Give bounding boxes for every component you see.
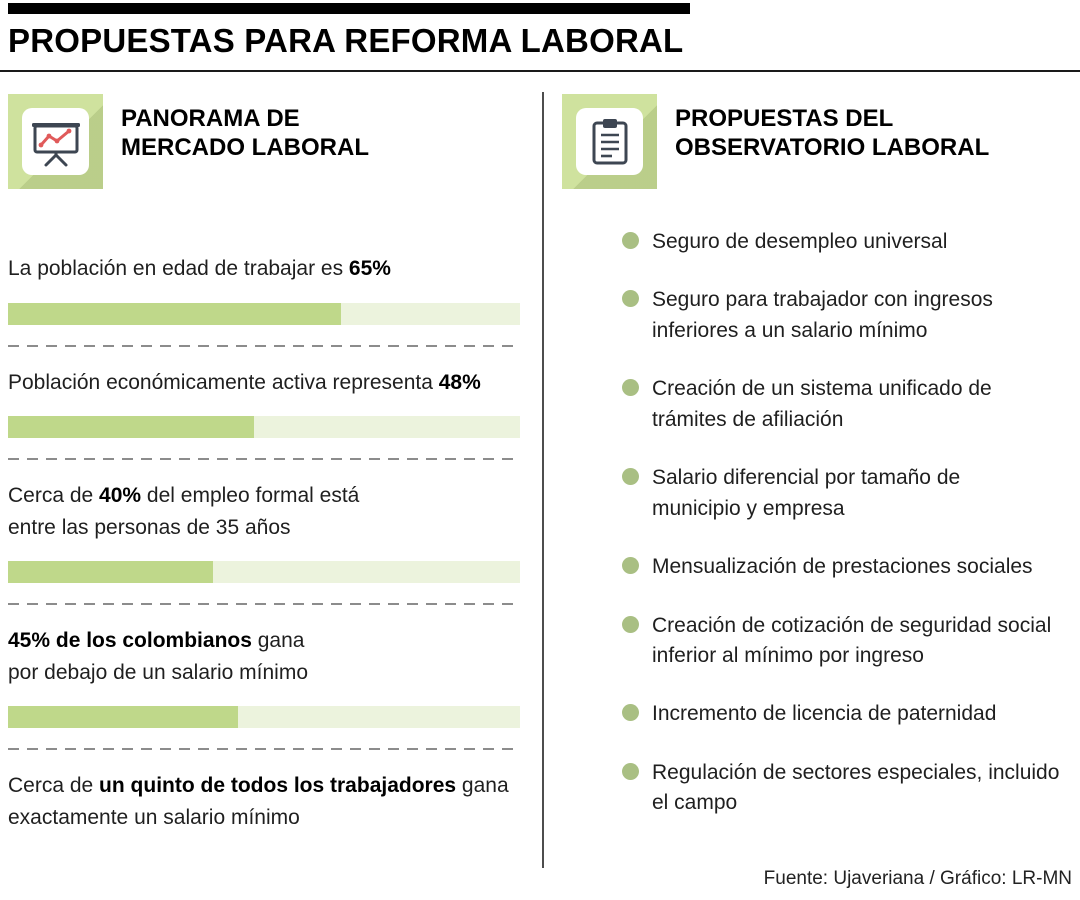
stat-item: Población económicamente activa represen… [8, 367, 520, 460]
column-divider [542, 92, 544, 868]
list-item-text: Salario diferencial por tamaño de munici… [652, 466, 961, 520]
dashed-divider [8, 748, 520, 750]
stat-bar-track [8, 416, 520, 438]
list-item: Mensualización de prestaciones sociales [622, 552, 1074, 582]
dashed-divider [8, 603, 520, 605]
stat-item: 45% de los colombianos gana por debajo d… [8, 625, 520, 750]
right-panel-title: PROPUESTAS DEL OBSERVATORIO LABORAL [675, 105, 990, 162]
list-item: Seguro para trabajador con ingresos infe… [622, 285, 1074, 346]
top-accent-bar [8, 3, 690, 14]
list-item: Creación de cotización de seguridad soci… [622, 611, 1074, 672]
stat-text: La población en edad de trabajar es 65% [8, 253, 520, 285]
title-divider [0, 70, 1080, 72]
stat-bar-fill [8, 302, 341, 325]
circle-bullet-icon [622, 468, 639, 486]
stat-bar-track [8, 302, 520, 325]
dashed-divider [8, 344, 520, 347]
circle-bullet-icon [622, 232, 639, 249]
dashed-divider [8, 458, 520, 460]
stat-bar-track [8, 561, 520, 583]
page-title: PROPUESTAS PARA REFORMA LABORAL [8, 22, 684, 59]
stat-bar-fill [8, 416, 254, 438]
stats-list: La población en edad de trabajar es 65% … [8, 253, 520, 833]
stat-text-segment: gana por debajo de un salario mínimo [8, 629, 309, 684]
stat-item: La población en edad de trabajar es 65% [8, 253, 520, 347]
stat-item: Cerca de un quinto de todos los trabajad… [8, 770, 520, 833]
list-item-text: Regulación de sectores especiales, inclu… [652, 760, 1060, 815]
list-item-text: Seguro para trabajador con ingresos infe… [652, 288, 993, 342]
stat-text-segment: Cerca de [8, 484, 100, 507]
circle-bullet-icon [622, 290, 639, 308]
list-item-text: Creación de un sistema unificado de trám… [652, 377, 992, 431]
stat-bar-track [8, 706, 520, 728]
left-panel: PANORAMA DE MERCADO LABORAL La población… [8, 94, 520, 851]
stat-text: Cerca de un quinto de todos los trabajad… [8, 770, 520, 833]
clipboard-icon-card [576, 108, 643, 175]
stat-text-bold: 45% de los colombianos [8, 629, 252, 652]
right-panel-header: PROPUESTAS DEL OBSERVATORIO LABORAL [562, 94, 1074, 189]
list-item-text: Creación de cotización de seguridad soci… [652, 613, 1052, 667]
circle-bullet-icon [622, 762, 639, 780]
stat-text-bold: un quinto de todos los trabajadores [99, 774, 457, 797]
list-item-text: Mensualización de prestaciones sociales [652, 555, 1033, 579]
left-panel-header: PANORAMA DE MERCADO LABORAL [8, 94, 520, 189]
list-item: Incremento de licencia de paternidad [622, 699, 1074, 729]
stat-item: Cerca de 40% del empleo formal está entr… [8, 480, 520, 605]
circle-bullet-icon [622, 704, 639, 722]
list-item: Seguro de desempleo universal [622, 227, 1074, 257]
stat-text-segment: La población en edad de trabajar es [8, 257, 349, 280]
stat-text-segment: Cerca de [8, 774, 100, 797]
list-item: Regulación de sectores especiales, inclu… [622, 758, 1074, 819]
left-panel-title: PANORAMA DE MERCADO LABORAL [121, 105, 369, 162]
circle-bullet-icon [622, 379, 639, 397]
stat-text-segment: gana exactamente un salario mínimo [8, 774, 509, 829]
proposals-list: Seguro de desempleo universal Seguro par… [562, 227, 1074, 819]
stat-text-segment: del empleo formal está entre las persona… [8, 484, 360, 539]
clipboard-icon [562, 94, 657, 189]
stat-text-bold: 40% [99, 484, 142, 507]
circle-bullet-icon [622, 615, 639, 633]
presentation-chart-icon-card [22, 108, 89, 175]
stat-bar-fill [8, 561, 213, 583]
stat-bar-fill [8, 706, 239, 728]
list-item: Salario diferencial por tamaño de munici… [622, 463, 1074, 524]
stat-text: Cerca de 40% del empleo formal está entr… [8, 480, 408, 543]
stat-text-bold: 65% [348, 257, 391, 280]
stat-text-segment: Población económicamente activa represen… [8, 370, 439, 394]
list-item-text: Seguro de desempleo universal [652, 230, 948, 253]
list-item-text: Incremento de licencia de paternidad [652, 702, 997, 726]
stat-text: Población económicamente activa represen… [8, 367, 520, 399]
source-credit: Fuente: Ujaveriana / Gráfico: LR-MN [763, 868, 1072, 889]
stat-text: 45% de los colombianos gana por debajo d… [8, 625, 338, 688]
presentation-chart-icon [8, 94, 103, 189]
right-panel: PROPUESTAS DEL OBSERVATORIO LABORAL Segu… [562, 94, 1074, 847]
list-item: Creación de un sistema unificado de trám… [622, 374, 1074, 435]
stat-text-bold: 48% [438, 370, 481, 394]
circle-bullet-icon [622, 557, 639, 575]
